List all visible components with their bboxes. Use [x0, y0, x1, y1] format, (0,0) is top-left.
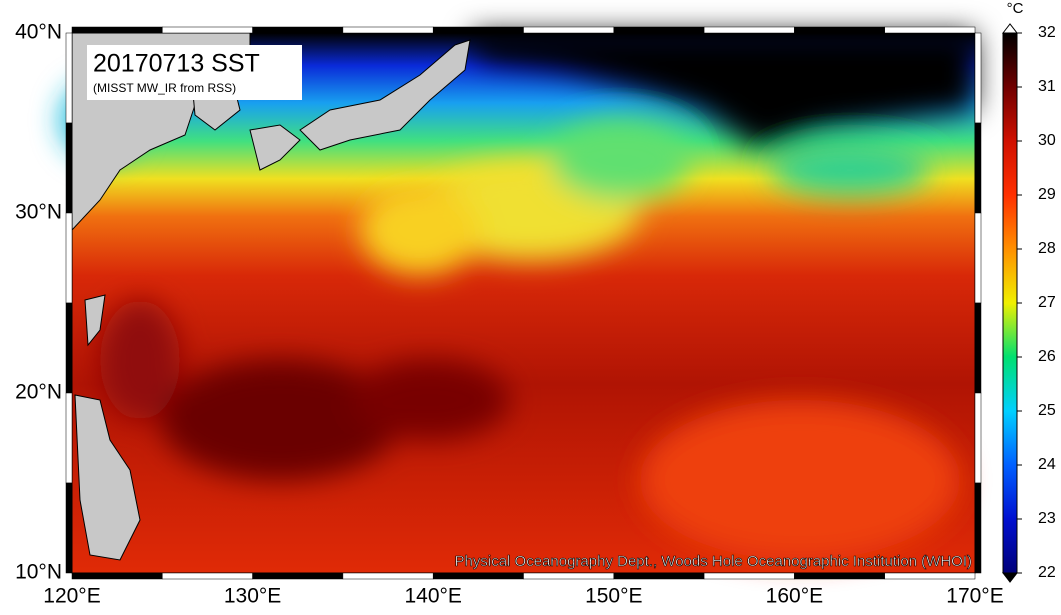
frame-segment [974, 392, 982, 484]
colorbar-max-arrow [1001, 23, 1019, 34]
lon-label: 130°E [224, 585, 281, 608]
frame-segment [974, 482, 982, 574]
frame-segment [613, 572, 705, 580]
map-subtitle: (MISST MW_IR from RSS) [93, 81, 236, 95]
frame-segment [523, 26, 615, 34]
lon-label: 120°E [43, 585, 100, 608]
frame-segment [703, 572, 795, 580]
lon-label: 170°E [946, 585, 1003, 608]
lon-label: 150°E [585, 585, 642, 608]
colorbar-tick-label: 30 [1038, 132, 1056, 149]
colorbar-tick-label: 26 [1038, 348, 1056, 365]
colorbar-tick-label: 24 [1038, 456, 1056, 473]
frame-segment [432, 572, 524, 580]
colorbar-tick-label: 29 [1038, 186, 1056, 203]
frame-segment [794, 572, 885, 580]
colorbar-tick-label: 32 [1038, 24, 1056, 41]
lat-label: 30°N [15, 201, 62, 224]
colorbar-tick-label: 22 [1038, 564, 1056, 581]
frame-segment [162, 572, 253, 580]
frame-segment [794, 26, 885, 34]
frame-segment [884, 572, 976, 580]
lat-label: 10°N [15, 561, 62, 584]
frame-segment [342, 572, 434, 580]
frame-segment [65, 392, 73, 484]
colorbar-min-arrow [1001, 572, 1019, 583]
colorbar-tick-label: 28 [1038, 240, 1056, 257]
colorbar-tick-label: 31 [1038, 78, 1056, 95]
frame-ticks [65, 26, 982, 580]
title-box [87, 45, 302, 100]
colorbar-tick-label: 23 [1038, 510, 1056, 527]
map-title: 20170713 SST [93, 50, 260, 78]
colorbar-tick-label: 27 [1038, 294, 1056, 311]
frame-segment [884, 26, 976, 34]
frame-segment [974, 212, 982, 304]
frame-segment [71, 26, 163, 34]
frame-segment [162, 26, 253, 34]
lat-label: 20°N [15, 381, 62, 404]
lon-label: 140°E [404, 585, 461, 608]
lat-label: 40°N [15, 21, 62, 44]
frame-segment [613, 26, 705, 34]
sst-field [60, 33, 975, 573]
frame-segment [432, 26, 524, 34]
frame-segment [65, 32, 73, 124]
frame-segment [65, 122, 73, 214]
frame-segment [252, 572, 344, 580]
colorbar-unit: °C [1007, 0, 1024, 17]
frame-segment [252, 26, 344, 34]
lon-label: 160°E [766, 585, 823, 608]
frame-segment [342, 26, 434, 34]
frame-segment [703, 26, 795, 34]
frame-segment [65, 212, 73, 304]
frame-segment [65, 482, 73, 574]
frame-segment [974, 32, 982, 124]
credit: Physical Oceanography Dept., Woods Hole … [455, 553, 972, 570]
frame-segment [523, 572, 615, 580]
colorbar-tick-label: 25 [1038, 402, 1056, 419]
frame-segment [65, 302, 73, 394]
frame-segment [71, 572, 163, 580]
frame-segment [974, 122, 982, 214]
frame-segment [974, 302, 982, 394]
colorbar [1002, 32, 1018, 574]
